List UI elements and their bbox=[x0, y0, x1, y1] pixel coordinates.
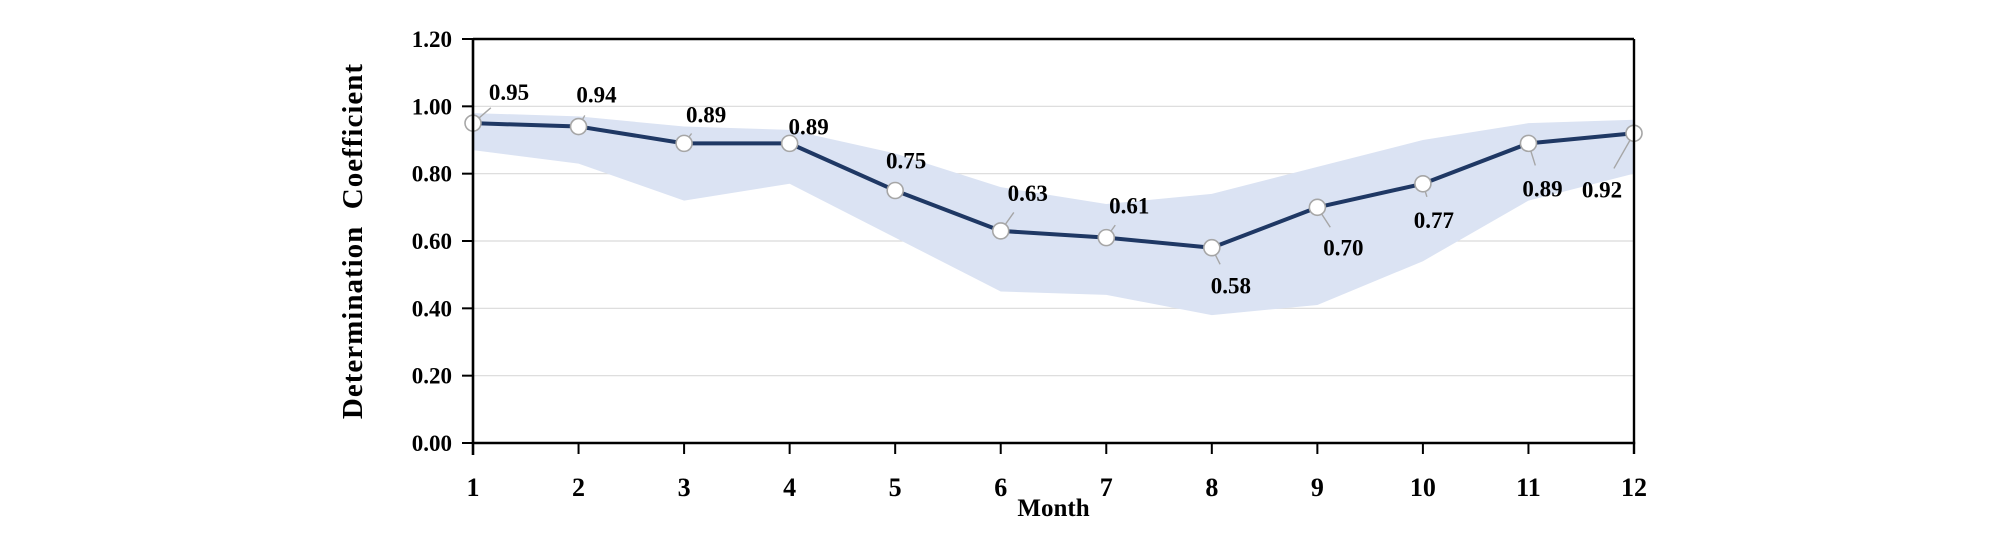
x-tick-label: 6 bbox=[994, 473, 1007, 502]
data-point-marker bbox=[1308, 198, 1327, 217]
data-label: 0.75 bbox=[886, 149, 926, 174]
x-tick-label: 2 bbox=[572, 473, 585, 502]
data-point-marker bbox=[569, 117, 588, 136]
y-axis-title: Determination Coefficient bbox=[337, 63, 369, 419]
y-tick-label: 1.20 bbox=[412, 27, 452, 52]
data-label: 0.89 bbox=[1522, 176, 1562, 201]
data-label: 0.58 bbox=[1211, 274, 1251, 299]
data-label: 0.94 bbox=[576, 83, 617, 108]
data-point-marker bbox=[991, 222, 1010, 240]
data-label: 0.89 bbox=[686, 102, 726, 127]
x-tick-label: 10 bbox=[1410, 473, 1436, 502]
confidence-band bbox=[473, 113, 1634, 316]
x-tick-label: 12 bbox=[1621, 473, 1647, 502]
x-tick-label: 1 bbox=[467, 473, 480, 502]
x-tick-label: 5 bbox=[889, 473, 902, 502]
data-point-marker bbox=[1414, 174, 1432, 193]
data-point-marker bbox=[780, 134, 799, 153]
y-tick-label: 0.60 bbox=[412, 229, 452, 254]
series-line bbox=[472, 121, 1635, 250]
data-point-marker bbox=[886, 181, 904, 200]
data-label: 0.77 bbox=[1414, 208, 1454, 233]
y-tick-label: 0.40 bbox=[412, 296, 452, 321]
data-point-marker bbox=[1203, 238, 1221, 257]
data-label: 0.95 bbox=[489, 80, 529, 105]
y-tick-label: 0.20 bbox=[412, 364, 452, 389]
x-tick-label: 4 bbox=[783, 473, 796, 502]
x-tick-label: 8 bbox=[1205, 473, 1218, 502]
data-point-marker bbox=[1519, 134, 1538, 153]
data-label: 0.92 bbox=[1582, 177, 1622, 202]
x-tick-label: 11 bbox=[1516, 473, 1541, 502]
x-tick-label: 3 bbox=[678, 473, 691, 502]
data-point-marker bbox=[1097, 228, 1116, 247]
x-tick-label: 9 bbox=[1311, 473, 1324, 502]
y-tick-label: 0.80 bbox=[412, 162, 452, 187]
x-axis-title: Month bbox=[1017, 495, 1089, 522]
y-tick-label: 1.00 bbox=[412, 94, 452, 119]
data-label: 0.63 bbox=[1008, 181, 1048, 206]
x-tick-label: 7 bbox=[1100, 473, 1113, 502]
y-tick-label: 0.00 bbox=[412, 431, 452, 456]
data-point-marker bbox=[675, 134, 693, 153]
data-label: 0.89 bbox=[789, 114, 829, 139]
data-label: 0.70 bbox=[1323, 235, 1363, 260]
data-label: 0.61 bbox=[1109, 194, 1149, 219]
